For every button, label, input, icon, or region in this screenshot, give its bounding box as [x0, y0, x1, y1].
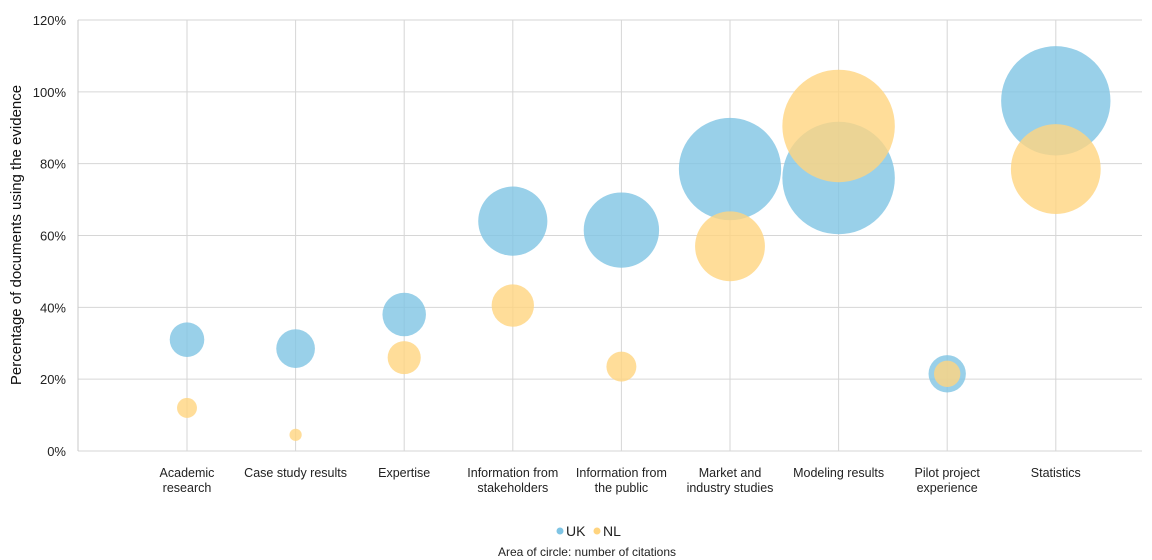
x-category-label-line: Statistics [1031, 466, 1081, 480]
legend-uk-swatch [557, 528, 564, 535]
bubble-uk [276, 329, 315, 368]
y-tick-label: 20% [40, 372, 66, 387]
x-category-label-line: the public [595, 481, 649, 495]
x-category-label-line: Modeling results [793, 466, 884, 480]
bubble-uk [170, 322, 205, 357]
x-category-label-line: industry studies [687, 481, 774, 495]
bubble-nl [782, 70, 894, 182]
bubble-nl [492, 284, 534, 326]
x-category-label-line: Information from [467, 466, 558, 480]
x-category-label: Statistics [1031, 466, 1081, 480]
x-category-label: Information from stakeholders [467, 466, 558, 495]
bubble-uk [584, 192, 659, 267]
chart-note: Area of circle: number of citations [498, 545, 676, 559]
bubble-nl [1011, 124, 1101, 214]
x-category-label-line: Case study results [244, 466, 347, 480]
x-category-label-line: stakeholders [477, 481, 548, 495]
y-axis-title: Percentage of documents using the eviden… [8, 85, 25, 385]
x-category-label: Expertise [378, 466, 430, 480]
y-tick-label: 80% [40, 157, 66, 172]
bubble-uk [382, 293, 426, 337]
bubble-uk [478, 187, 547, 256]
x-category-label-line: Academic [160, 466, 215, 480]
bubble-nl [695, 211, 765, 281]
legend-uk-label: UK [566, 523, 586, 539]
x-category-label: Case study results [244, 466, 347, 480]
y-axis: 0% 20% 40% 60% 80% 100% 120% [33, 13, 67, 459]
x-category-label-line: Pilot project [915, 466, 981, 480]
x-category-label-line: Information from [576, 466, 667, 480]
x-category-label-line: Expertise [378, 466, 430, 480]
bubble-nl [177, 398, 197, 418]
bubble-uk [679, 118, 781, 220]
x-category-label-line: research [163, 481, 212, 495]
x-category-label-line: experience [917, 481, 978, 495]
y-tick-label: 0% [47, 444, 66, 459]
y-tick-label: 100% [33, 85, 67, 100]
bubble-nl [388, 341, 421, 374]
x-category-label: Academic research [160, 466, 215, 495]
x-axis-labels: Academic research Case study results Expert… [160, 466, 1081, 495]
legend: UK NL [557, 523, 622, 539]
x-category-label: Information from the public [576, 466, 667, 495]
bubble-nl [934, 361, 960, 387]
bubble-layer [170, 46, 1111, 441]
legend-nl-label: NL [603, 523, 621, 539]
y-tick-label: 60% [40, 229, 66, 244]
x-category-label-line: Market and [699, 466, 762, 480]
x-category-label: Market and industry studies [687, 466, 774, 495]
bubble-nl [289, 429, 301, 441]
legend-nl-swatch [594, 528, 601, 535]
y-tick-label: 40% [40, 300, 66, 315]
y-tick-label: 120% [33, 13, 67, 28]
bubble-nl [606, 352, 636, 382]
x-category-label: Modeling results [793, 466, 884, 480]
x-category-label: Pilot project experience [915, 466, 981, 495]
